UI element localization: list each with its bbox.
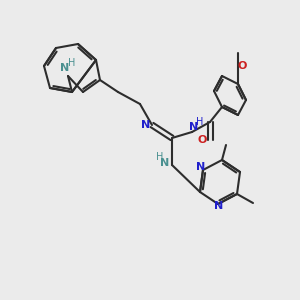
Text: N: N <box>196 162 206 172</box>
Text: N: N <box>189 122 199 132</box>
Text: H: H <box>68 58 76 68</box>
Text: N: N <box>160 158 169 168</box>
Text: O: O <box>237 61 247 71</box>
Text: N: N <box>60 63 70 73</box>
Text: O: O <box>197 135 207 145</box>
Text: H: H <box>196 117 204 127</box>
Text: N: N <box>214 201 224 211</box>
Text: N: N <box>141 120 151 130</box>
Text: H: H <box>156 152 164 162</box>
